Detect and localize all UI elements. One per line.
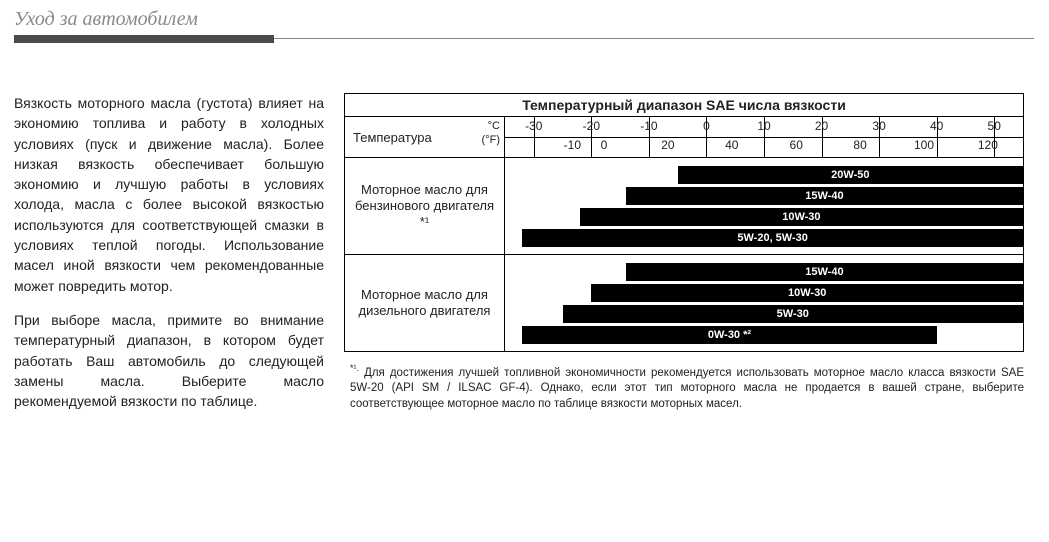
temperature-label-cell: Температура °C (°F) (345, 117, 505, 157)
fahrenheit-tick-label: 60 (790, 138, 803, 152)
paragraph-1: Вязкость моторного масла (густота) влияе… (14, 93, 324, 296)
celsius-tick-label: 0 (703, 119, 710, 133)
footnote-marker: *¹. (350, 363, 359, 373)
footnote: *¹. Для достижения лучшей топливной экон… (344, 362, 1024, 412)
oil-bars-area: 15W-40 10W-30 5W-30 0W-30 *² (505, 255, 1023, 351)
celsius-tick-label: -10 (640, 119, 657, 133)
oil-group-row: Моторное масло для дизельного двигателя1… (345, 255, 1023, 351)
viscosity-bar: 15W-40 (626, 263, 1023, 281)
fahrenheit-tick-label: 0 (601, 138, 608, 152)
oil-bars-area: 20W-50 15W-40 10W-30 5W-20, 5W-30 (505, 158, 1023, 254)
viscosity-chart: Температурный диапазон SAE числа вязкост… (344, 93, 1024, 352)
content-columns: Вязкость моторного масла (густота) влияе… (14, 93, 1035, 412)
chart-title: Температурный диапазон SAE числа вязкост… (345, 94, 1023, 117)
viscosity-bar: 10W-30 (591, 284, 1023, 302)
celsius-tick-label: 10 (757, 119, 770, 133)
viscosity-bar: 10W-30 (580, 208, 1023, 226)
text-column: Вязкость моторного масла (густота) влияе… (14, 93, 324, 412)
viscosity-bar: 5W-30 (563, 305, 1023, 323)
fahrenheit-tick-label: 40 (725, 138, 738, 152)
fahrenheit-tick-label: 20 (661, 138, 674, 152)
celsius-tick-label: 30 (872, 119, 885, 133)
paragraph-2: При выборе масла, примите во внимание те… (14, 310, 324, 411)
fahrenheit-tick-label: -10 (564, 138, 581, 152)
temperature-label: Температура (353, 130, 432, 145)
celsius-tick-label: 50 (988, 119, 1001, 133)
celsius-tick-label: 20 (815, 119, 828, 133)
chart-groups: Моторное масло для бензинового двигателя… (345, 158, 1023, 351)
celsius-tick-label: -30 (525, 119, 542, 133)
viscosity-bar: 15W-40 (626, 187, 1023, 205)
unit-fahrenheit: (°F) (482, 133, 500, 147)
oil-group-row: Моторное масло для бензинового двигателя… (345, 158, 1023, 255)
fahrenheit-tick-label: 120 (978, 138, 998, 152)
fahrenheit-tick-label: 80 (853, 138, 866, 152)
celsius-tick-label: -20 (583, 119, 600, 133)
footnote-text: Для достижения лучшей топливной экономич… (350, 367, 1024, 410)
viscosity-bar: 0W-30 *² (522, 326, 936, 344)
page-title: Уход за автомобилем (14, 8, 1035, 31)
title-underline (14, 35, 274, 43)
unit-celsius: °C (482, 119, 500, 133)
viscosity-bar: 20W-50 (678, 166, 1023, 184)
fahrenheit-tick-label: 100 (914, 138, 934, 152)
oil-group-label: Моторное масло для дизельного двигателя (345, 255, 505, 351)
temperature-scale-area: -30-20-1001020304050-10020406080100120 (505, 117, 1023, 157)
temperature-scale-row: Температура °C (°F) -30-20-1001020304050… (345, 117, 1023, 158)
oil-group-label: Моторное масло для бензинового двигателя… (345, 158, 505, 254)
chart-column: Температурный диапазон SAE числа вязкост… (344, 93, 1035, 412)
viscosity-bar: 5W-20, 5W-30 (522, 229, 1023, 247)
celsius-tick-label: 40 (930, 119, 943, 133)
